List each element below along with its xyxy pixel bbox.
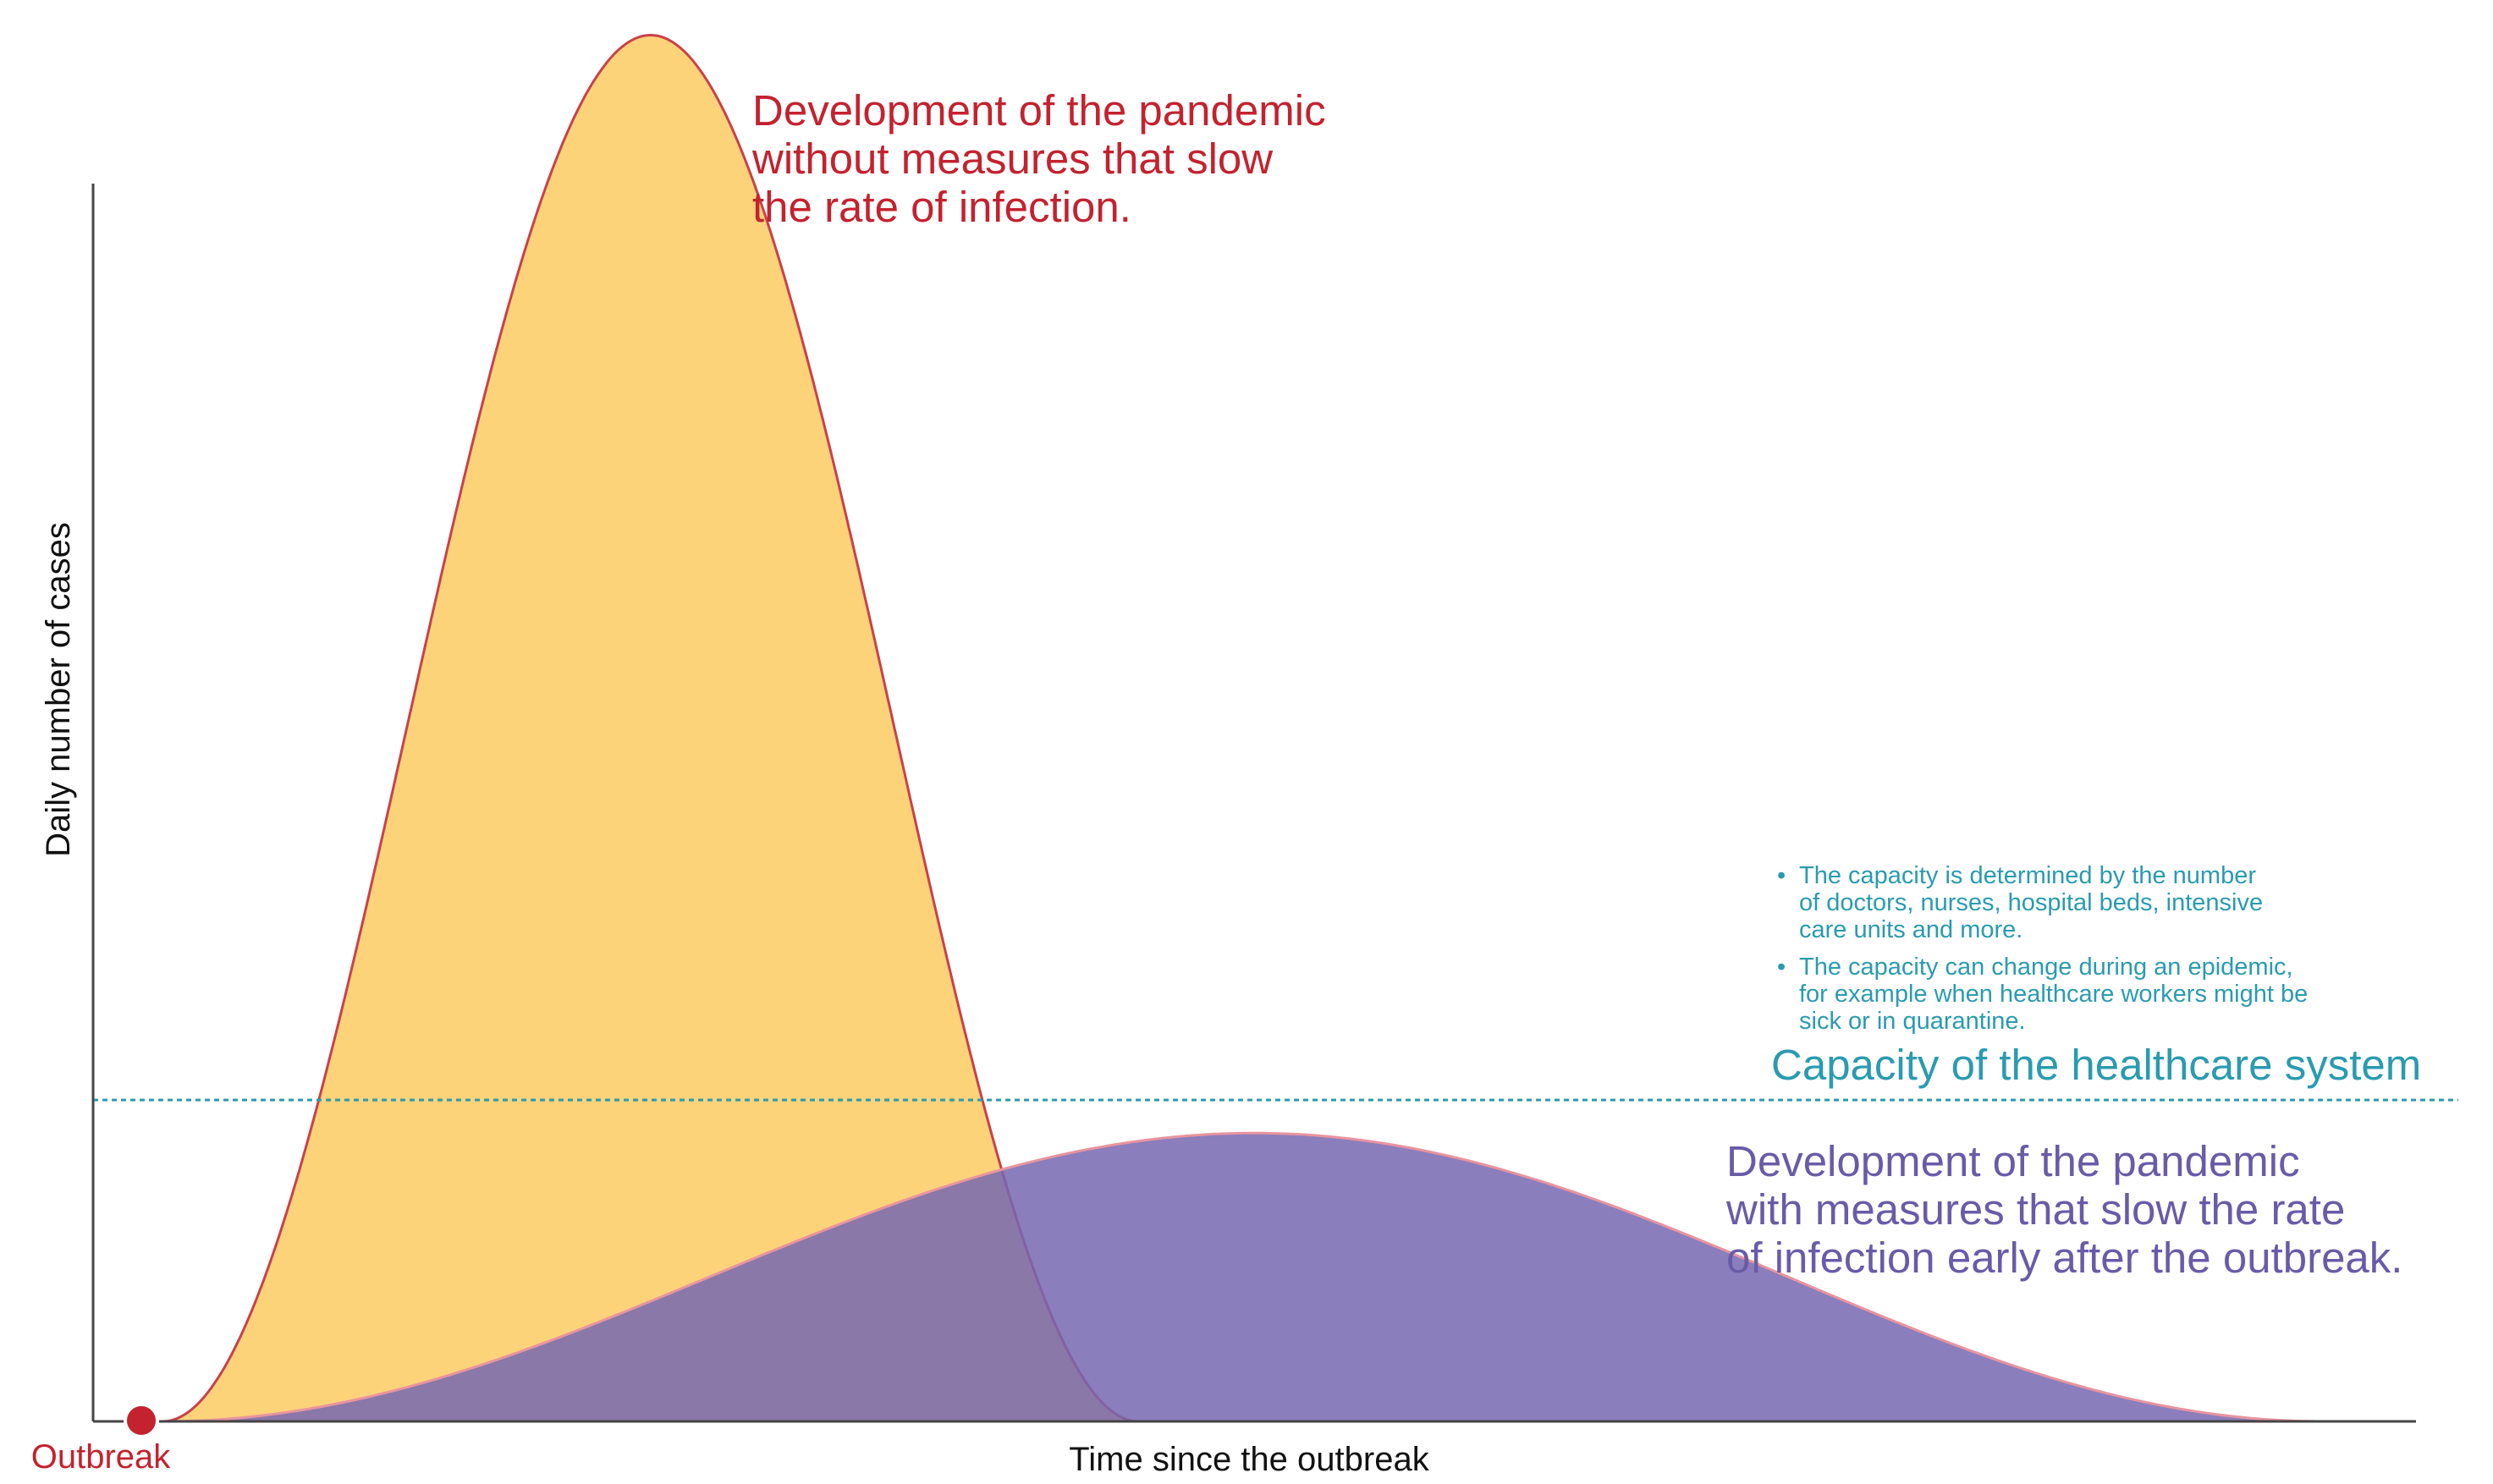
with-measures-label-line: with measures that slow the rate [1725,1185,2345,1234]
x-axis-label: Time since the outbreak [1069,1441,1429,1478]
with-measures-label-line: Development of the pandemic [1726,1137,2300,1185]
with-measures-label-line: of infection early after the outbreak. [1726,1234,2402,1282]
no-measures-label-line: without measures that slow [751,135,1273,183]
y-axis-label: Daily number of cases [40,522,77,857]
capacity-note-line: The capacity is determined by the number [1799,862,2256,889]
with-measures-annotation: Development of the pandemic with measure… [1725,1137,2402,1282]
capacity-label: Capacity of the healthcare system [1771,1041,2421,1089]
capacity-note-bullet: • [1777,862,1786,889]
capacity-note-line: The capacity can change during an epidem… [1799,954,2293,981]
no-measures-label-line: Development of the pandemic [752,86,1326,135]
no-measures-annotation: Development of the pandemic without meas… [751,86,1326,231]
with-measures-curve [162,1131,2324,1423]
outbreak-marker [124,1403,159,1438]
curves-layer [162,33,2324,1423]
capacity-note-line: for example when healthcare workers migh… [1799,981,2308,1008]
capacity-note-line: sick or in quarantine. [1799,1008,2026,1035]
capacity-notes: • The capacity is determined by the numb… [1777,862,2308,1035]
capacity-note-bullet: • [1777,954,1786,981]
outbreak-label: Outbreak [31,1438,172,1476]
no-measures-curve [162,33,1139,1423]
no-measures-label-line: the rate of infection. [752,183,1131,231]
capacity-note-line: of doctors, nurses, hospital beds, inten… [1799,889,2263,916]
capacity-note-line: care units and more. [1799,916,2022,943]
